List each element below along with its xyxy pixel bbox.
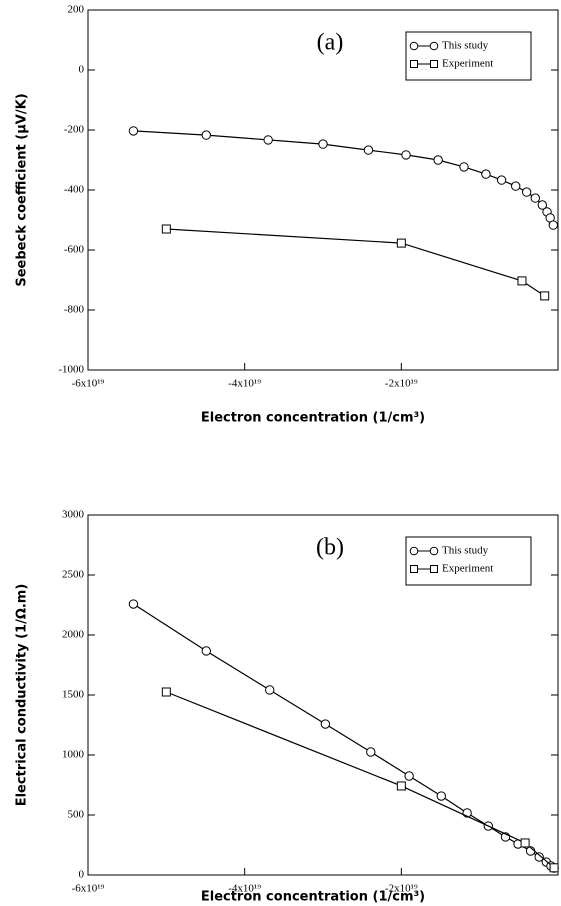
- y-tick-label: -800: [64, 304, 85, 316]
- legend-marker: [429, 546, 439, 556]
- panel-label: (a): [317, 30, 344, 56]
- legend-box: [405, 31, 532, 81]
- panel-label: (b): [316, 535, 344, 561]
- marker: [530, 193, 540, 203]
- y-tick-label: -200: [64, 124, 85, 136]
- x-tick-label: -4x10¹⁹: [228, 883, 261, 895]
- legend-marker: [430, 60, 438, 68]
- legend-marker: [410, 60, 418, 68]
- legend-marker: [430, 565, 438, 573]
- x-tick-label: -4x10¹⁹: [228, 378, 261, 390]
- marker: [396, 238, 406, 248]
- legend-label: Experiment: [442, 58, 493, 70]
- series-line: [166, 228, 546, 297]
- y-tick-label: 200: [68, 4, 85, 16]
- marker: [511, 181, 521, 191]
- marker: [436, 791, 446, 801]
- marker: [161, 224, 171, 234]
- marker: [549, 863, 559, 873]
- marker: [534, 852, 544, 862]
- marker: [201, 130, 211, 140]
- marker: [496, 175, 507, 185]
- y-tick-label: -600: [64, 244, 85, 256]
- legend-label: This study: [442, 545, 489, 557]
- series-line: [133, 130, 554, 226]
- y-tick-label: 0: [79, 64, 85, 76]
- y-tick-label: 1500: [62, 689, 85, 701]
- series-line: [166, 691, 555, 869]
- y-tick-label: 500: [68, 809, 85, 821]
- marker: [396, 781, 406, 791]
- y-tick-label: 1000: [62, 749, 85, 761]
- marker: [481, 169, 491, 179]
- marker: [128, 599, 139, 609]
- y-tick-label: 3000: [62, 509, 85, 521]
- y-tick-label: 0: [79, 869, 85, 881]
- marker: [540, 291, 550, 301]
- y-tick-label: 2000: [62, 629, 85, 641]
- marker: [401, 150, 411, 160]
- marker: [404, 771, 414, 781]
- marker: [517, 276, 527, 286]
- x-tick-label: -2x10¹⁹: [385, 883, 418, 895]
- legend-marker: [429, 41, 439, 51]
- marker: [548, 220, 558, 230]
- y-tick-label: -1000: [58, 364, 84, 376]
- x-axis-title: Electron concentration (1/cm³): [201, 411, 425, 426]
- marker: [263, 135, 273, 145]
- marker: [520, 838, 530, 848]
- marker: [128, 126, 139, 136]
- marker: [265, 685, 275, 695]
- x-axis-title: Electron concentration (1/cm³): [201, 890, 425, 905]
- marker: [521, 187, 532, 197]
- x-tick-label: -2x10¹⁹: [385, 378, 418, 390]
- marker: [366, 747, 376, 757]
- y-axis-title: Seebeck coefficient (μV/K): [15, 93, 30, 286]
- marker: [537, 200, 548, 210]
- marker: [161, 687, 171, 697]
- x-tick-label: -6x10¹⁹: [72, 883, 105, 895]
- legend-label: This study: [442, 40, 489, 52]
- y-tick-label: -400: [64, 184, 85, 196]
- marker: [433, 155, 443, 165]
- legend-box: [405, 536, 532, 586]
- legend-label: Experiment: [442, 563, 493, 575]
- marker: [201, 646, 211, 656]
- y-tick-label: 2500: [62, 569, 85, 581]
- marker: [318, 139, 328, 149]
- x-tick-label: -6x10¹⁹: [72, 378, 105, 390]
- marker: [363, 145, 374, 155]
- marker: [459, 162, 469, 172]
- legend-marker: [410, 565, 418, 573]
- marker: [320, 719, 331, 729]
- legend-marker: [409, 41, 419, 51]
- y-axis-title: Electrical conductivity (1/Ω.m): [15, 584, 30, 807]
- legend-marker: [409, 546, 419, 556]
